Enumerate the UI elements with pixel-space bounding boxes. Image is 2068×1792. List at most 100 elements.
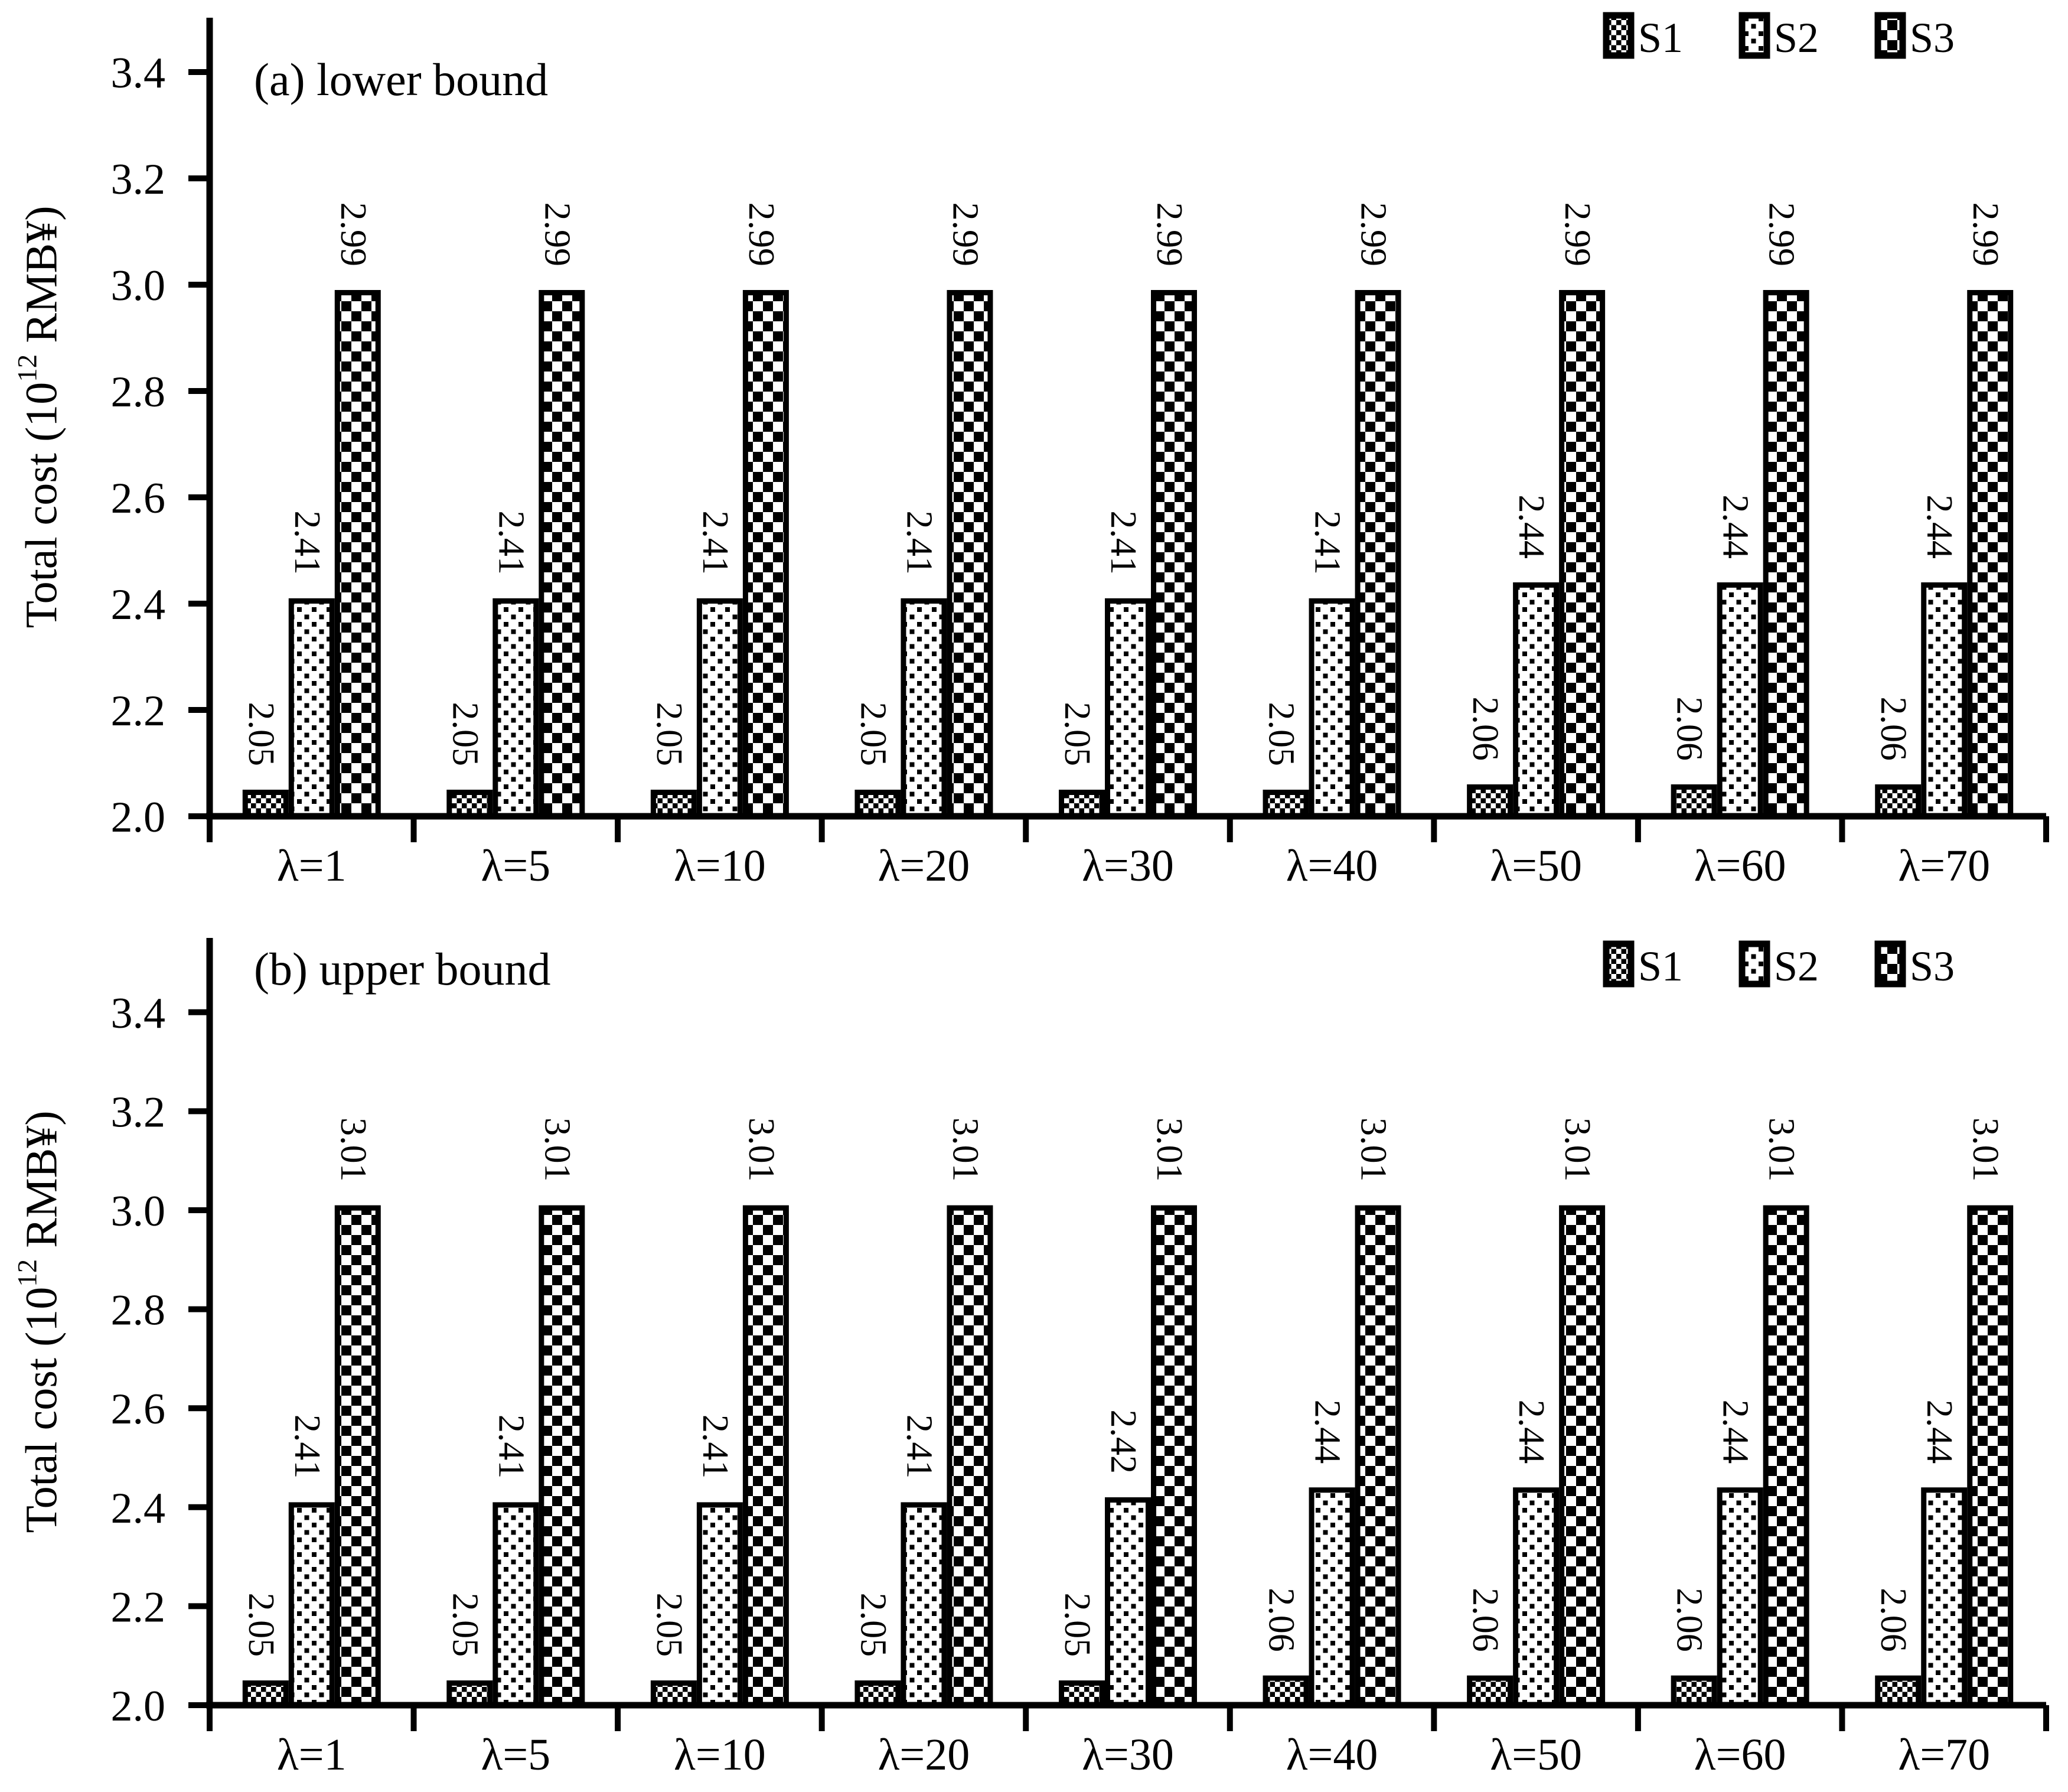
y-tick-label: 2.6 (111, 474, 166, 523)
bar-s3-λ=70 (1967, 1205, 2014, 1708)
y-tick-label: 3.2 (111, 1088, 166, 1136)
bar-s3-λ=50 (1559, 1205, 1606, 1708)
bar-value-label: 2.41 (899, 511, 939, 575)
bar-s2-λ=40 (1309, 598, 1355, 819)
bar-s2-λ=30 (1105, 1497, 1151, 1708)
x-category-label: λ=50 (1490, 841, 1582, 891)
bar-value-label: 2.05 (241, 1593, 281, 1657)
y-tick-label: 2.8 (111, 1286, 166, 1335)
bar-value-label: 3.01 (1353, 1117, 1394, 1182)
bar-s2-λ=60 (1717, 1487, 1763, 1708)
chart-b-title: (b) upper bound (254, 943, 551, 995)
x-category-label: λ=70 (1898, 1730, 1990, 1780)
legend-label-s2: S2 (1774, 14, 1819, 61)
bar-value-label: 2.41 (287, 511, 327, 575)
bar-value-label: 2.05 (649, 1593, 689, 1657)
bar-s1-λ=5 (446, 790, 493, 819)
bar-value-label: 2.41 (491, 511, 531, 575)
bar-value-label: 2.05 (1057, 1593, 1097, 1657)
legend-swatch-s3 (1874, 940, 1906, 988)
y-tick-label: 3.4 (111, 989, 166, 1038)
bar-value-label: 3.01 (537, 1117, 577, 1182)
x-category-label: λ=40 (1286, 1730, 1378, 1780)
bar-value-label: 2.99 (1762, 203, 1802, 267)
bar-value-label: 2.44 (1307, 1400, 1348, 1464)
bar-value-label: 2.41 (695, 511, 735, 575)
y-tick-label: 2.4 (111, 581, 166, 629)
chart-b-yaxis-label: Total cost (1012 RMB¥) (12, 1110, 67, 1533)
bar-s3-λ=50 (1559, 290, 1606, 819)
bar-s2-λ=50 (1513, 1487, 1560, 1708)
bar-value-label: 2.06 (1261, 1588, 1302, 1652)
bar-value-label: 2.99 (1965, 203, 2005, 267)
bar-value-label: 2.05 (241, 702, 281, 767)
bar-s2-λ=5 (492, 598, 539, 819)
x-category-label: λ=10 (674, 1730, 766, 1780)
bar-s3-λ=1 (334, 1205, 381, 1708)
bar-s3-λ=70 (1967, 290, 2014, 819)
bar-s1-λ=30 (1059, 790, 1105, 819)
bar-s1-λ=1 (242, 790, 289, 819)
bar-s3-λ=30 (1151, 290, 1197, 819)
x-category-label: λ=20 (878, 1730, 970, 1780)
bar-value-label: 2.99 (333, 203, 373, 267)
legend-label-s3: S3 (1910, 943, 1955, 990)
bar-s2-λ=60 (1717, 582, 1763, 819)
bar-s2-λ=20 (901, 1502, 947, 1708)
bar-s3-λ=20 (947, 290, 993, 819)
bar-s2-λ=30 (1105, 598, 1151, 819)
bar-value-label: 2.05 (1261, 702, 1302, 767)
bar-s2-λ=50 (1513, 582, 1560, 819)
bar-s1-λ=1 (242, 1680, 289, 1708)
yaxis-label-prefix: Total cost (10 (17, 382, 67, 628)
bar-value-label: 2.06 (1873, 1588, 1913, 1652)
bar-s1-λ=40 (1263, 790, 1309, 819)
bar-value-label: 2.06 (1669, 697, 1710, 761)
y-tick-label: 3.4 (111, 49, 166, 97)
legend-swatch-s3 (1874, 12, 1906, 59)
bar-value-label: 2.42 (1103, 1410, 1143, 1474)
chart-a-yaxis-label: Total cost (1012 RMB¥) (12, 206, 67, 628)
legend-label-s1: S1 (1638, 943, 1684, 990)
bar-value-label: 2.41 (1103, 511, 1143, 575)
x-category-label: λ=30 (1082, 1730, 1174, 1780)
bar-value-label: 3.01 (1965, 1117, 2005, 1182)
x-category-label: λ=5 (481, 841, 550, 891)
bar-s2-λ=1 (288, 1502, 335, 1708)
yaxis-label-suffix: RMB¥) (17, 206, 67, 354)
bar-s1-λ=60 (1671, 784, 1717, 819)
bar-s3-λ=60 (1763, 1205, 1809, 1708)
y-tick-label: 3.0 (111, 1187, 166, 1236)
bar-s2-λ=5 (492, 1502, 539, 1708)
x-category-label: λ=10 (674, 841, 766, 891)
y-tick-label: 2.2 (111, 1583, 166, 1631)
legend-label-s3: S3 (1910, 14, 1955, 61)
y-tick-label: 2.2 (111, 687, 166, 735)
bar-s3-λ=40 (1355, 1205, 1401, 1708)
bar-value-label: 2.05 (445, 702, 485, 767)
chart-a-plot: 2.0 2.2 2.4 2.6 2.8 3.0 3.2 3.4 2.05 2.41 2.99 λ=1 2… (111, 12, 2049, 891)
yaxis-label-exponent: 12 (12, 1259, 43, 1287)
bar-s2-λ=1 (288, 598, 335, 819)
bar-value-label: 2.06 (1465, 697, 1505, 761)
bar-value-label: 2.44 (1919, 495, 1959, 559)
y-tick-label: 3.0 (111, 262, 166, 310)
bar-s1-λ=10 (650, 1680, 697, 1708)
bar-s1-λ=20 (854, 1680, 901, 1708)
yaxis-label-prefix: Total cost (10 (17, 1286, 67, 1533)
bar-value-label: 2.99 (741, 203, 781, 267)
bar-value-label: 2.06 (1873, 697, 1913, 761)
bar-s3-λ=5 (539, 1205, 585, 1708)
x-category-label: λ=1 (277, 1730, 347, 1780)
bar-s3-λ=60 (1763, 290, 1809, 819)
bar-value-label: 3.01 (1762, 1117, 1802, 1182)
bar-value-label: 2.41 (695, 1415, 735, 1479)
x-category-label: λ=20 (878, 841, 970, 891)
bar-value-label: 2.05 (1057, 702, 1097, 767)
bar-value-label: 3.01 (1557, 1117, 1597, 1182)
bar-s2-λ=10 (696, 1502, 743, 1708)
legend-swatch-s1 (1603, 12, 1635, 59)
bar-value-label: 2.99 (945, 203, 985, 267)
bar-value-label: 2.99 (537, 203, 577, 267)
